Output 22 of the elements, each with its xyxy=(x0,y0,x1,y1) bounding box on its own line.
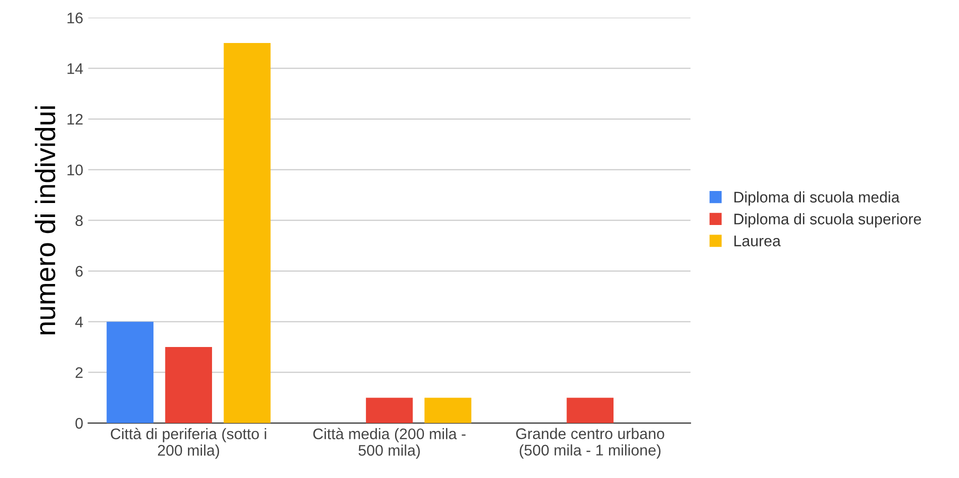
bar xyxy=(424,398,472,424)
y-axis-title: numero di individui xyxy=(34,106,56,334)
x-tick-label: Città media (200 mila - 500 mila) xyxy=(313,428,466,459)
y-tick-label: 6 xyxy=(76,266,83,277)
bar xyxy=(366,398,413,424)
y-tick-label: 0 xyxy=(75,418,83,429)
bar xyxy=(566,398,614,424)
legend-label: Diploma di scuola superiore xyxy=(734,213,922,228)
y-tick-label: 14 xyxy=(68,63,83,74)
y-tick-label: 8 xyxy=(76,215,83,226)
legend-label: Laurea xyxy=(734,236,781,246)
bar xyxy=(224,43,271,424)
x-tick-label: Grande centro urbano (500 mila - 1 milione) xyxy=(516,428,664,459)
y-tick-label: 10 xyxy=(68,164,83,176)
y-tick-label: 2 xyxy=(76,367,83,378)
x-tick-label: Città di periferia (sotto i 200 mila) xyxy=(110,428,266,459)
y-tick-label: 4 xyxy=(75,316,83,328)
bar xyxy=(165,347,212,424)
legend-label: Diploma di scuola media xyxy=(734,191,900,206)
y-tick-label: 16 xyxy=(68,12,83,24)
y-tick-label: 12 xyxy=(68,114,83,125)
bar xyxy=(106,322,154,424)
